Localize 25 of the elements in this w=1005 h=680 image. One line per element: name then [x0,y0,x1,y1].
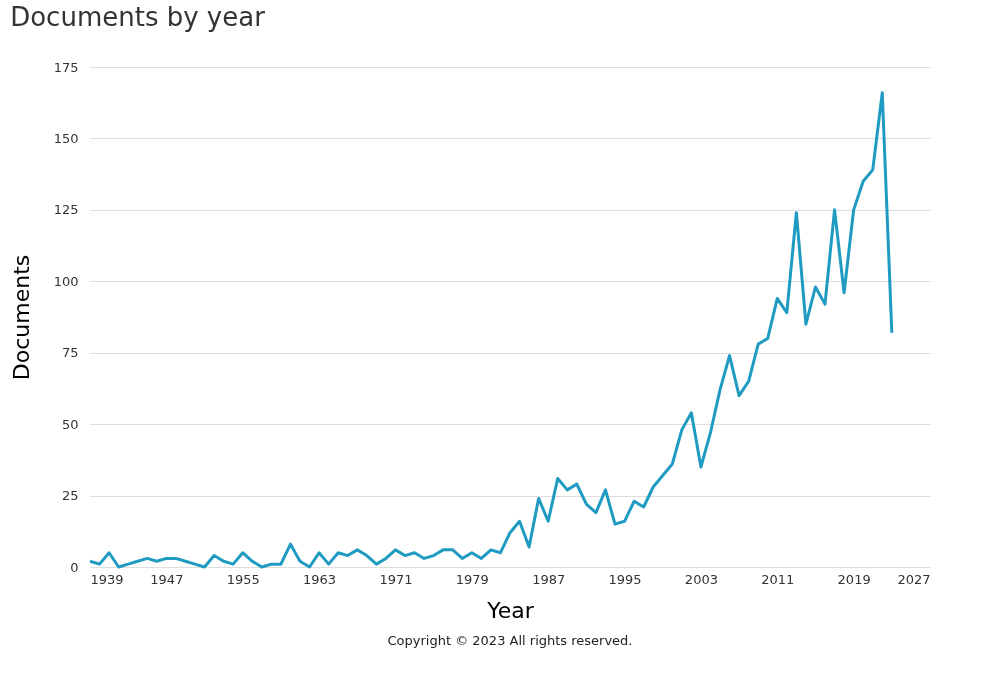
x-axis-title: Year [486,597,535,623]
chart-title: Documents by year [10,2,266,32]
x-tick-label: 1979 [455,571,489,587]
y-tick-label: 150 [53,130,79,146]
x-tick-label: 2011 [761,571,795,587]
text: Copyright © 2023 All rights reserved. [387,633,633,648]
y-tick-label: 125 [53,202,79,218]
x-tick-label: 2019 [837,571,871,587]
x-tick-label: 1947 [150,571,184,587]
y-tick-label: 100 [53,273,79,289]
line-series [88,91,894,569]
y-tick-label: 75 [61,345,79,361]
y-axis-title: Documents [8,254,34,381]
y-tick-label: 50 [61,416,79,432]
x-tick-label: 1955 [226,571,260,587]
y-tick-label: 175 [53,59,79,75]
x-tick-label: 1963 [303,571,337,587]
x-tick-label: 1987 [532,571,566,587]
x-tick-label: 2003 [684,571,718,587]
x-tick-label: 1939 [90,571,124,587]
x-tick-label: 2027 [897,571,931,587]
x-tick-label: 1971 [379,571,413,587]
x-tick-label: 1995 [608,571,642,587]
y-tick-label: 25 [61,488,79,504]
y-tick-label: 0 [70,559,79,575]
